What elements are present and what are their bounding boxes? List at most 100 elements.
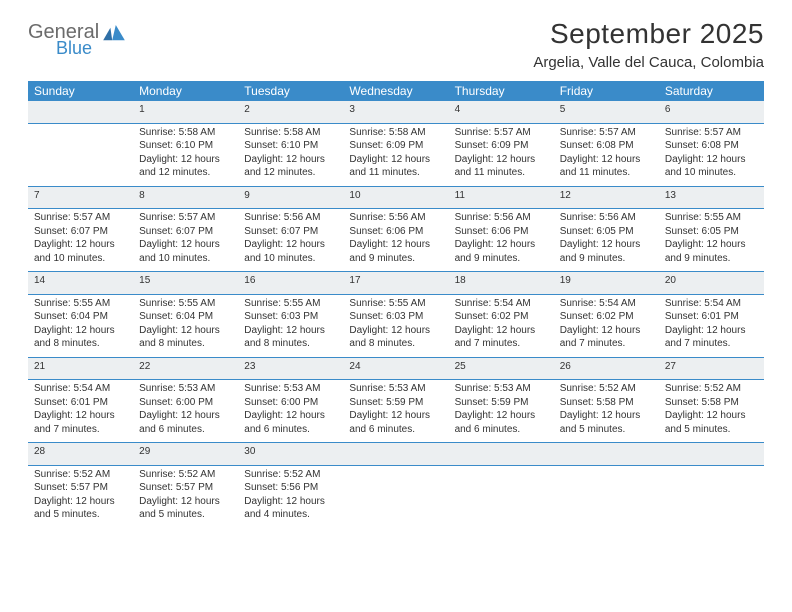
day-cell: Sunrise: 5:56 AMSunset: 6:06 PMDaylight:… bbox=[343, 209, 448, 272]
weekday-header: Tuesday bbox=[238, 81, 343, 101]
day-number: 11 bbox=[449, 186, 554, 209]
sunrise-line: Sunrise: 5:56 AM bbox=[349, 211, 444, 225]
sunrise-line: Sunrise: 5:56 AM bbox=[244, 211, 339, 225]
sunrise-line: Sunrise: 5:54 AM bbox=[455, 297, 550, 311]
day-cell: Sunrise: 5:54 AMSunset: 6:01 PMDaylight:… bbox=[659, 294, 764, 357]
sunset-line: Sunset: 5:57 PM bbox=[139, 481, 234, 495]
daylight-line: Daylight: 12 hours and 4 minutes. bbox=[244, 495, 339, 522]
sunset-line: Sunset: 6:05 PM bbox=[560, 225, 655, 239]
day-cell: Sunrise: 5:57 AMSunset: 6:09 PMDaylight:… bbox=[449, 123, 554, 186]
day-number: 16 bbox=[238, 272, 343, 295]
sunrise-line: Sunrise: 5:57 AM bbox=[139, 211, 234, 225]
day-cell: Sunrise: 5:57 AMSunset: 6:07 PMDaylight:… bbox=[133, 209, 238, 272]
week-row: Sunrise: 5:54 AMSunset: 6:01 PMDaylight:… bbox=[28, 380, 764, 443]
day-cell: Sunrise: 5:55 AMSunset: 6:05 PMDaylight:… bbox=[659, 209, 764, 272]
day-cell bbox=[659, 465, 764, 528]
day-number: 20 bbox=[659, 272, 764, 295]
sunset-line: Sunset: 5:59 PM bbox=[455, 396, 550, 410]
logo: General Blue bbox=[28, 22, 125, 58]
sunset-line: Sunset: 6:10 PM bbox=[244, 139, 339, 153]
day-number: 28 bbox=[28, 443, 133, 466]
sunset-line: Sunset: 6:09 PM bbox=[455, 139, 550, 153]
daylight-line: Daylight: 12 hours and 7 minutes. bbox=[34, 409, 129, 436]
daylight-line: Daylight: 12 hours and 6 minutes. bbox=[244, 409, 339, 436]
day-number: 23 bbox=[238, 357, 343, 380]
day-number bbox=[343, 443, 448, 466]
week-row: Sunrise: 5:57 AMSunset: 6:07 PMDaylight:… bbox=[28, 209, 764, 272]
day-cell: Sunrise: 5:55 AMSunset: 6:03 PMDaylight:… bbox=[343, 294, 448, 357]
daylight-line: Daylight: 12 hours and 10 minutes. bbox=[665, 153, 760, 180]
sunset-line: Sunset: 6:07 PM bbox=[139, 225, 234, 239]
sunset-line: Sunset: 6:01 PM bbox=[34, 396, 129, 410]
day-cell bbox=[554, 465, 659, 528]
sunrise-line: Sunrise: 5:53 AM bbox=[349, 382, 444, 396]
day-cell: Sunrise: 5:56 AMSunset: 6:05 PMDaylight:… bbox=[554, 209, 659, 272]
day-cell: Sunrise: 5:57 AMSunset: 6:08 PMDaylight:… bbox=[554, 123, 659, 186]
day-cell: Sunrise: 5:58 AMSunset: 6:09 PMDaylight:… bbox=[343, 123, 448, 186]
week-row: Sunrise: 5:58 AM Sunset: 6:10 PM Daylight:… bbox=[28, 123, 764, 186]
sunset-line: Sunset: 6:06 PM bbox=[455, 225, 550, 239]
sunrise-line: Sunrise: 5:52 AM bbox=[139, 468, 234, 482]
sunrise-line: Sunrise: 5:57 AM bbox=[665, 126, 760, 140]
sunrise-line: Sunrise: 5:55 AM bbox=[244, 297, 339, 311]
day-cell: Sunrise: 5:52 AMSunset: 5:57 PMDaylight:… bbox=[133, 465, 238, 528]
sunrise-line: Sunrise: 5:55 AM bbox=[349, 297, 444, 311]
day-cell: Sunrise: 5:53 AMSunset: 6:00 PMDaylight:… bbox=[238, 380, 343, 443]
day-cell: Sunrise: 5:52 AMSunset: 5:58 PMDaylight:… bbox=[554, 380, 659, 443]
day-number: 12 bbox=[554, 186, 659, 209]
day-number: 14 bbox=[28, 272, 133, 295]
sunrise-line: Sunrise: 5:57 AM bbox=[34, 211, 129, 225]
daylight-line: Daylight: 12 hours and 6 minutes. bbox=[455, 409, 550, 436]
weekday-header: Thursday bbox=[449, 81, 554, 101]
day-cell bbox=[343, 465, 448, 528]
sunset-line: Sunset: 5:59 PM bbox=[349, 396, 444, 410]
sunrise-line: Sunrise: 5:54 AM bbox=[665, 297, 760, 311]
daylight-line: Daylight: 12 hours and 9 minutes. bbox=[665, 238, 760, 265]
day-cell: Sunrise: 5:52 AMSunset: 5:56 PMDaylight:… bbox=[238, 465, 343, 528]
sunset-line: Sunset: 6:03 PM bbox=[244, 310, 339, 324]
day-number: 21 bbox=[28, 357, 133, 380]
sunrise-line: Sunrise: 5:58 AM bbox=[349, 126, 444, 140]
day-number: 7 bbox=[28, 186, 133, 209]
sunrise-line: Sunrise: 5:53 AM bbox=[244, 382, 339, 396]
sunset-line: Sunset: 6:09 PM bbox=[349, 139, 444, 153]
day-cell: Sunrise: 5:55 AMSunset: 6:04 PMDaylight:… bbox=[28, 294, 133, 357]
title-block: September 2025 Argelia, Valle del Cauca,… bbox=[533, 18, 764, 71]
daylight-line: Daylight: 12 hours and 5 minutes. bbox=[139, 495, 234, 522]
day-cell: Sunrise: 5:55 AMSunset: 6:04 PMDaylight:… bbox=[133, 294, 238, 357]
day-number: 4 bbox=[449, 101, 554, 123]
sunrise-line: Sunrise: 5:52 AM bbox=[665, 382, 760, 396]
weekday-header: Saturday bbox=[659, 81, 764, 101]
sunset-line: Sunset: 6:00 PM bbox=[244, 396, 339, 410]
day-number: 5 bbox=[554, 101, 659, 123]
day-cell: Sunrise: 5:58 AMSunset: 6:10 PMDaylight:… bbox=[133, 123, 238, 186]
sunset-line: Sunset: 6:07 PM bbox=[34, 225, 129, 239]
daylight-line: Daylight: 12 hours and 8 minutes. bbox=[139, 324, 234, 351]
sunset-line: Sunset: 5:58 PM bbox=[560, 396, 655, 410]
sunset-line: Sunset: 5:56 PM bbox=[244, 481, 339, 495]
sunrise-line: Sunrise: 5:52 AM bbox=[560, 382, 655, 396]
calendar-table: SundayMondayTuesdayWednesdayThursdayFrid… bbox=[28, 81, 764, 528]
sunrise-line: Sunrise: 5:55 AM bbox=[139, 297, 234, 311]
day-number: 10 bbox=[343, 186, 448, 209]
sunset-line: Sunset: 6:08 PM bbox=[560, 139, 655, 153]
daylight-line: Daylight: 12 hours and 12 minutes. bbox=[139, 153, 234, 180]
daylight-line: Daylight: 12 hours and 8 minutes. bbox=[34, 324, 129, 351]
day-number: 6 bbox=[659, 101, 764, 123]
daylight-line: Daylight: 12 hours and 8 minutes. bbox=[349, 324, 444, 351]
daynum-row: 21222324252627 bbox=[28, 357, 764, 380]
day-number bbox=[554, 443, 659, 466]
daylight-line: Daylight: 12 hours and 10 minutes. bbox=[139, 238, 234, 265]
sunset-line: Sunset: 6:02 PM bbox=[560, 310, 655, 324]
day-number: 9 bbox=[238, 186, 343, 209]
sunset-line: Sunset: 6:00 PM bbox=[139, 396, 234, 410]
sunrise-line: Sunrise: 5:53 AM bbox=[139, 382, 234, 396]
logo-triangle-icon bbox=[103, 25, 125, 43]
day-number: 8 bbox=[133, 186, 238, 209]
sunrise-line: Sunrise: 5:55 AM bbox=[34, 297, 129, 311]
day-cell: Sunrise: 5:54 AMSunset: 6:01 PMDaylight:… bbox=[28, 380, 133, 443]
day-cell: Sunrise: 5:53 AMSunset: 5:59 PMDaylight:… bbox=[343, 380, 448, 443]
week-row: Sunrise: 5:52 AMSunset: 5:57 PMDaylight:… bbox=[28, 465, 764, 528]
daylight-line: Daylight: 12 hours and 5 minutes. bbox=[560, 409, 655, 436]
sunset-line: Sunset: 6:03 PM bbox=[349, 310, 444, 324]
